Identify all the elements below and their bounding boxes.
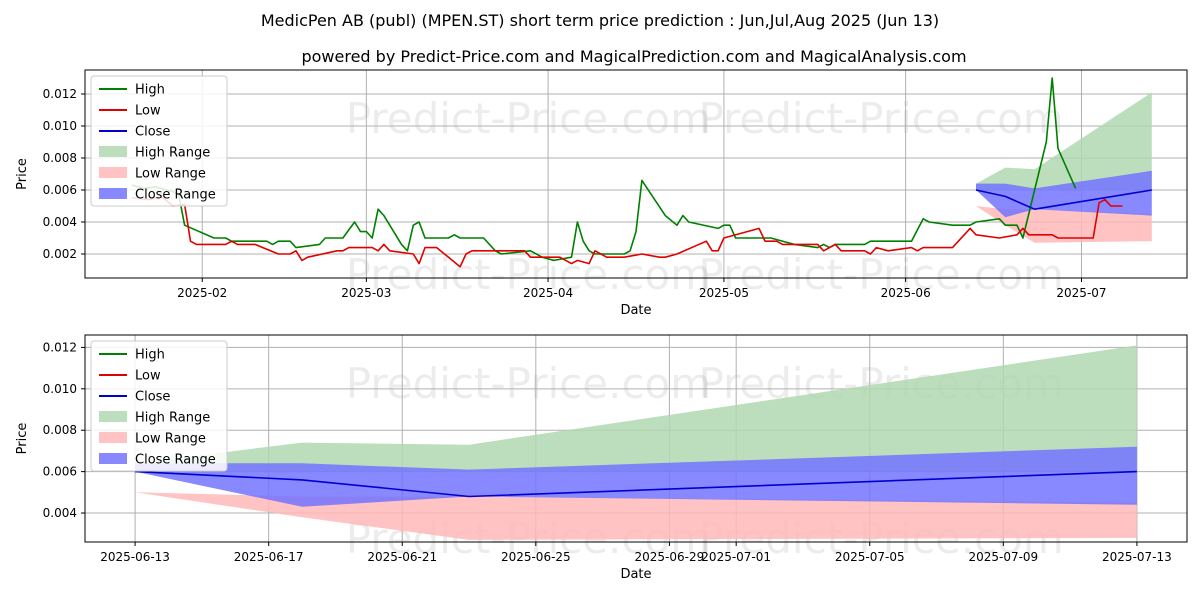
x-tick-label: 2025-06-13 [100,550,170,564]
legend-label: High Range [135,411,210,426]
close-range-band [135,446,1137,507]
legend-label: Low [135,104,161,119]
x-axis-label: Date [620,567,651,582]
y-tick-label: 0.010 [43,119,77,133]
watermark-text: Predict-Price.com [346,94,711,143]
legend: High Low Close High Range Low Range Close Ran… [90,340,228,472]
watermark-text: Predict-Price.com [698,94,1063,143]
x-tick-label: 2025-07-13 [1102,550,1172,564]
y-tick-label: 0.008 [43,151,77,165]
close-range-band [976,170,1152,218]
y-axis: 0.002 0.004 0.006 0.008 0.010 0.012 [43,87,85,261]
x-tick-label: 2025-06-29 [635,550,705,564]
y-axis: 0.004 0.006 0.008 0.010 0.012 [43,340,85,520]
legend-label: Low Range [135,167,206,182]
watermark-text: Predict-Price.com [346,359,711,408]
x-tick-label: 2025-04 [523,286,573,300]
legend-label: Close Range [135,453,216,468]
x-tick-label: 2025-02 [177,286,227,300]
high-series-line [131,77,1077,262]
low-range-legend-swatch [99,167,127,178]
legend-label: Close [135,125,170,140]
plot-frame [84,69,1188,279]
low-range-band [976,206,1152,243]
bottom-panel: Predict-Price.comPredict-Price.comPredic… [15,334,1188,582]
y-tick-label: 0.004 [43,506,77,520]
x-axis: 2025-06-13 2025-06-17 2025-06-21 2025-06-25… [100,542,1172,564]
x-axis-label: Date [620,303,651,318]
watermark-text: Predict-Price.com [346,250,711,299]
y-tick-label: 0.012 [43,87,77,101]
x-tick-label: 2025-06-25 [501,550,571,564]
y-axis-label: Price [15,423,30,455]
y-tick-label: 0.006 [43,183,77,197]
watermark-group: Predict-Price.comPredict-Price.comPredic… [346,94,1064,299]
watermark-text: Predict-Price.com [698,250,1063,299]
x-tick-label: 2025-03 [341,286,391,300]
low-series-line [131,195,1123,268]
high-range-legend-swatch [99,411,127,422]
y-tick-label: 0.004 [43,215,77,229]
y-axis-label: Price [15,158,30,190]
close-range-legend-swatch [99,453,127,464]
high-range-band [976,92,1152,190]
plot-area [135,345,1137,540]
x-tick-label: 2025-06-17 [234,550,304,564]
x-tick-label: 2025-07-05 [835,550,905,564]
x-axis: 2025-02 2025-03 2025-04 2025-05 2025-06 2025-… [177,278,1107,300]
low-range-legend-swatch [99,432,127,443]
x-tick-label: 2025-07 [1056,286,1106,300]
plot-area [131,77,1152,268]
legend-label: Close Range [135,188,216,203]
x-tick-label: 2025-06-21 [367,550,437,564]
legend-label: Close [135,390,170,405]
y-tick-label: 0.006 [43,465,77,479]
close-series-line [135,470,1137,498]
x-tick-label: 2025-06 [881,286,931,300]
top-panel: Predict-Price.comPredict-Price.comPredic… [15,69,1188,318]
legend: High Low Close High Range Low Range Close Ran… [90,75,228,207]
legend-label: Low [135,369,161,384]
high-range-band [135,345,1137,472]
legend-label: High Range [135,146,210,161]
legend-label: Low Range [135,432,206,447]
plot-frame [84,334,1188,543]
low-range-band [135,492,1137,540]
close-range-legend-swatch [99,188,127,199]
y-tick-label: 0.010 [43,382,77,396]
y-tick-label: 0.008 [43,423,77,437]
legend-label: High [135,83,165,98]
close-series-line [975,189,1152,210]
y-tick-label: 0.002 [43,247,77,261]
chart-title: MedicPen AB (publ) (MPEN.ST) short term … [261,11,939,30]
x-tick-label: 2025-05 [699,286,749,300]
y-tick-label: 0.012 [43,340,77,354]
legend-label: High [135,348,165,363]
x-tick-label: 2025-07-09 [968,550,1038,564]
chart-subtitle: powered by Predict-Price.com and Magical… [301,47,966,66]
x-tick-label: 2025-07-01 [701,550,771,564]
high-range-legend-swatch [99,146,127,157]
